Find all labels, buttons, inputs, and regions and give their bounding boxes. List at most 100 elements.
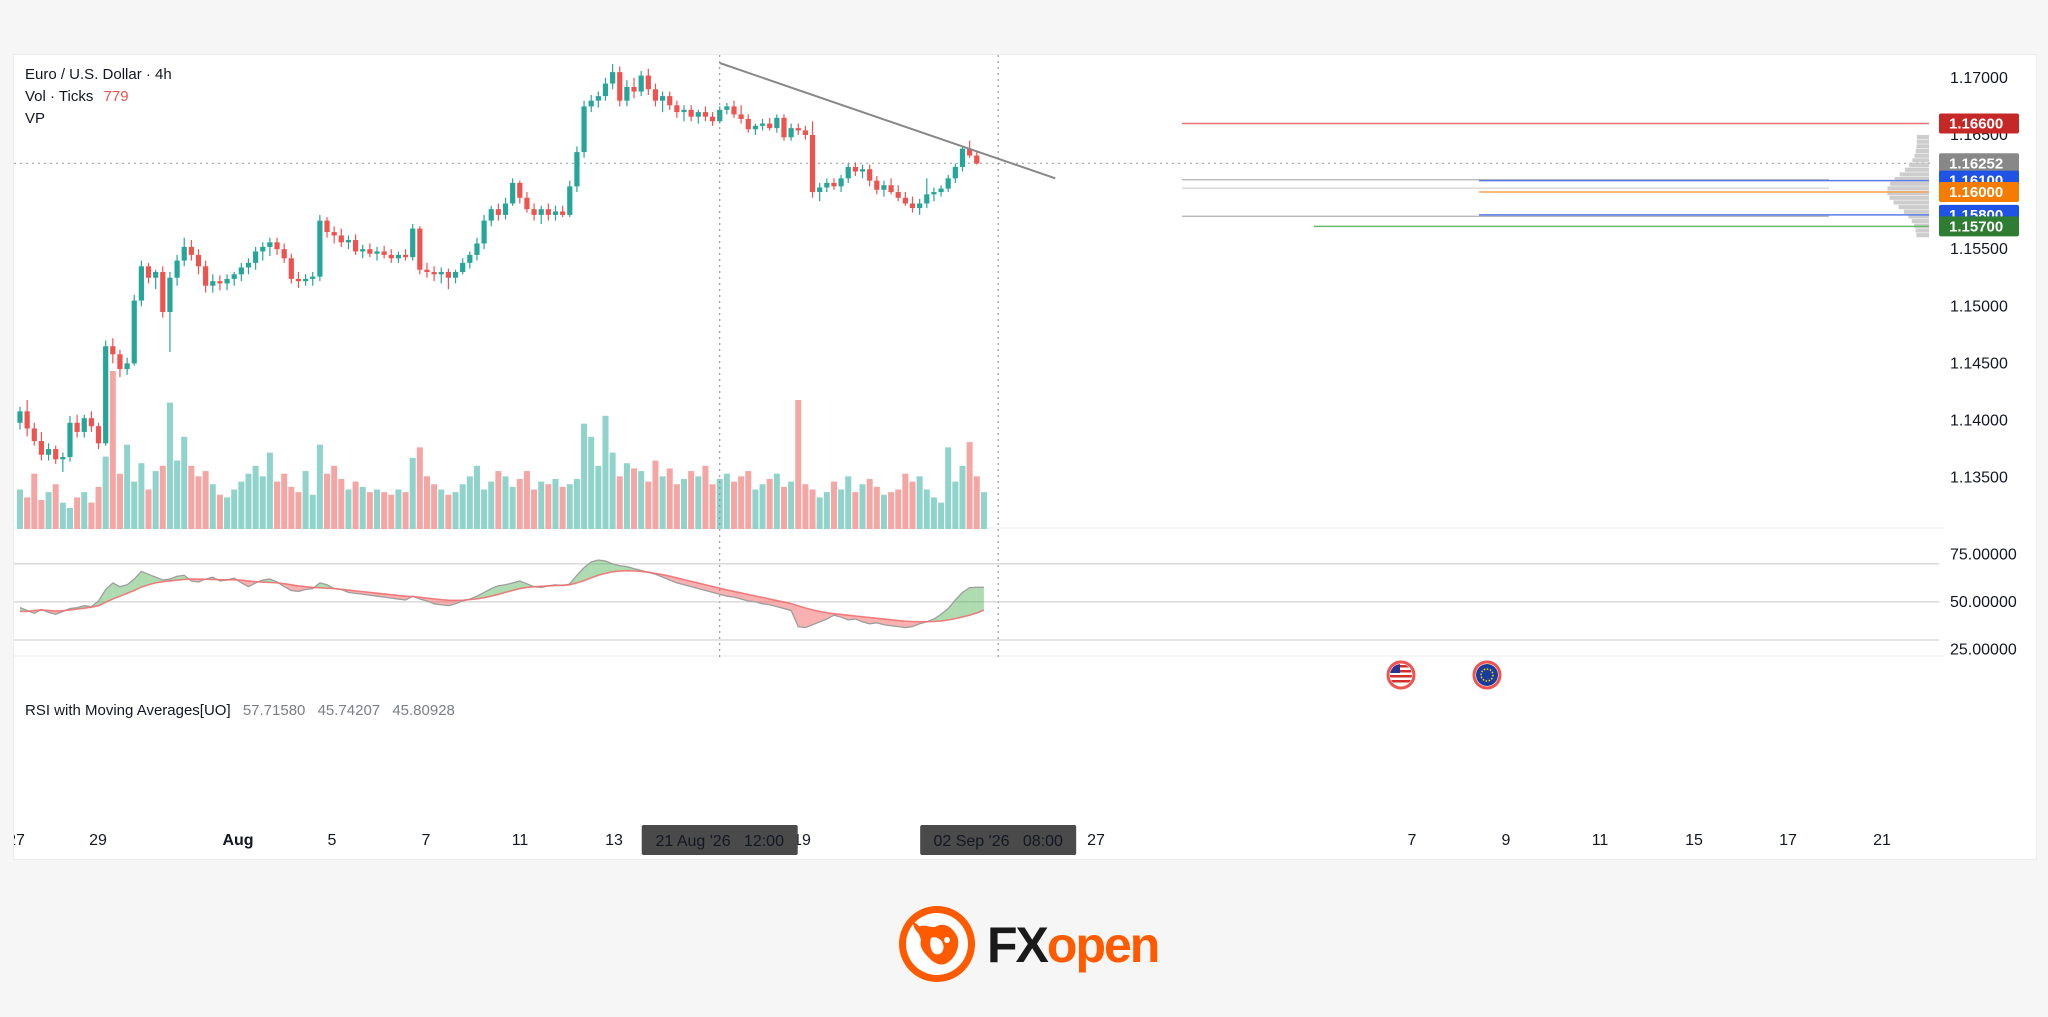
volume-bar [459, 484, 466, 529]
logo-wordmark: FXopen [987, 916, 1160, 974]
volume-bar [681, 478, 688, 529]
volume-bar [473, 465, 480, 529]
volume-bar [623, 463, 630, 529]
vp-label: VP [25, 110, 46, 127]
volume-bar [552, 478, 559, 529]
time-tick-label: 7 [1408, 832, 1417, 849]
candles [17, 64, 980, 472]
candle-body [624, 86, 630, 101]
volume-bar [523, 471, 530, 529]
volume-bar [45, 492, 52, 529]
price-level-badge-label: 1.16252 [1949, 155, 2003, 172]
rsi-fill [891, 619, 899, 627]
symbol-title: Euro / U.S. Dollar · 4h [25, 66, 172, 83]
candle-body [817, 187, 823, 193]
candle-body [145, 266, 152, 278]
candle-body [567, 186, 573, 215]
volume-bar [266, 452, 273, 529]
chart-canvas[interactable]: 1.170001.165001.155001.150001.145001.140… [14, 55, 2036, 859]
candle-body [738, 114, 744, 119]
candle-body [395, 254, 402, 259]
volume-bar [816, 497, 823, 529]
volume-bar [659, 476, 666, 529]
volume-bar [309, 494, 316, 529]
candle-body [767, 123, 773, 129]
volume-bar [231, 489, 238, 529]
volume-bar [923, 489, 930, 529]
volume-bar [802, 484, 809, 529]
volume-profile-row [1904, 167, 1929, 172]
candle-body [702, 112, 709, 117]
eu-flag-event-icon[interactable] [1472, 660, 1502, 690]
volume-profile [1887, 134, 1929, 238]
chart-legend: Euro / U.S. Dollar · 4h Vol · Ticks 779 … [25, 64, 172, 130]
candle-body [281, 249, 287, 259]
time-tick-label: 9 [1502, 832, 1511, 849]
price-tick-label: 1.14000 [1950, 412, 2008, 429]
candle-body [595, 96, 601, 101]
candle-body [274, 242, 280, 250]
volume-bar [688, 471, 695, 529]
candle-body [674, 105, 680, 113]
candle-body [517, 182, 523, 198]
volume-bar [166, 402, 173, 529]
candle-body [188, 246, 194, 255]
volume-bar [438, 489, 445, 529]
time-tick-label: 15 [1685, 832, 1703, 849]
rsi-fill [484, 588, 492, 598]
volume-bar [466, 476, 473, 529]
axes: 1.170001.165001.155001.150001.145001.140… [14, 70, 2019, 855]
volume-bar [295, 492, 302, 529]
rsi-fill [448, 600, 456, 606]
candle-body [224, 278, 230, 284]
candle-body [381, 251, 387, 255]
candle-body [709, 116, 716, 122]
candle-body [231, 274, 237, 279]
rsi-fill [941, 608, 949, 621]
chart-panel[interactable]: 1.17000 1.16500 1.15500 1.15000 1.14500 1.140… [13, 54, 2037, 860]
volume-bar [652, 460, 659, 529]
volume-bar [245, 473, 252, 529]
volume-bar [702, 465, 709, 529]
volume-bar [909, 481, 916, 529]
volume-bar [538, 481, 545, 529]
candle-body [424, 269, 430, 273]
volume-bar [888, 492, 895, 529]
descending-trendline[interactable] [719, 62, 1056, 180]
volume-bar [930, 497, 937, 529]
volume-bar [731, 481, 737, 529]
volume-bar [24, 497, 31, 529]
trendline[interactable] [719, 62, 1056, 180]
rsi-fill [441, 599, 449, 606]
candle-body [831, 182, 837, 187]
candle-body [238, 267, 244, 275]
candle-body [809, 134, 816, 193]
volume-profile-row [1915, 228, 1929, 233]
rsi-label: RSI with Moving Averages[UO] [25, 702, 231, 719]
volume-bar [723, 473, 730, 529]
candle-body [110, 346, 116, 355]
crosshair-lines [719, 55, 999, 659]
time-tick-label: Aug [222, 832, 253, 849]
rsi-fill [112, 582, 120, 600]
candle-body [317, 220, 323, 277]
candle-body [759, 123, 766, 126]
rsi-legend: RSI with Moving Averages[UO] 57.71580 45… [25, 700, 455, 722]
volume-bar [602, 415, 609, 529]
candle-body [531, 209, 537, 215]
event-markers[interactable] [1386, 660, 1502, 690]
candle-body [481, 220, 487, 244]
candle-body [795, 128, 801, 131]
candle-body [53, 449, 59, 460]
time-tick-label: 11 [1592, 832, 1609, 849]
candle-body [688, 109, 694, 117]
volume-bar [159, 465, 166, 529]
rsi-tick-label: 25.00000 [1950, 641, 2017, 658]
candle-body [909, 203, 916, 209]
candle-body [874, 180, 880, 190]
volume-bar [545, 484, 552, 529]
volume-bar [945, 447, 952, 529]
us-flag-event-icon[interactable] [1386, 660, 1416, 690]
volume-bar [388, 494, 395, 529]
candle-body [924, 194, 930, 204]
